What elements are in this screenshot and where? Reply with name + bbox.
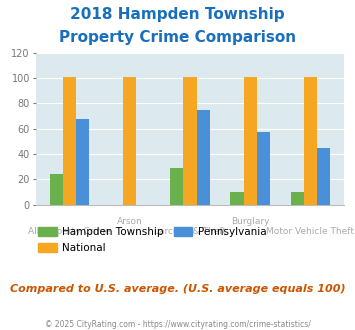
Text: Burglary: Burglary <box>231 217 269 226</box>
Text: © 2025 CityRating.com - https://www.cityrating.com/crime-statistics/: © 2025 CityRating.com - https://www.city… <box>45 320 310 329</box>
Bar <box>317 148 330 205</box>
Bar <box>63 77 76 205</box>
Bar <box>230 192 244 205</box>
Text: Property Crime Comparison: Property Crime Comparison <box>59 30 296 45</box>
Bar <box>197 110 210 205</box>
Text: Motor Vehicle Theft: Motor Vehicle Theft <box>267 227 354 236</box>
Bar <box>257 132 270 205</box>
Bar <box>183 77 197 205</box>
Bar <box>304 77 317 205</box>
Bar <box>123 77 136 205</box>
Bar <box>290 192 304 205</box>
Text: Arson: Arson <box>117 217 143 226</box>
Text: Compared to U.S. average. (U.S. average equals 100): Compared to U.S. average. (U.S. average … <box>10 284 345 294</box>
Text: 2018 Hampden Township: 2018 Hampden Township <box>70 7 285 21</box>
Bar <box>50 174 63 205</box>
Legend: Hampden Township, National, Pennsylvania: Hampden Township, National, Pennsylvania <box>34 223 271 257</box>
Bar <box>170 168 183 205</box>
Text: Larceny & Theft: Larceny & Theft <box>154 227 226 236</box>
Bar <box>244 77 257 205</box>
Text: All Property Crime: All Property Crime <box>28 227 111 236</box>
Bar <box>76 118 89 205</box>
